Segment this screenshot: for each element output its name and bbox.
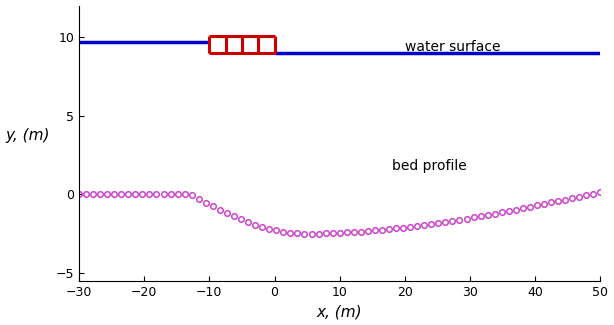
Y-axis label: y, (m): y, (m) — [6, 128, 50, 143]
X-axis label: x, (m): x, (m) — [317, 305, 362, 319]
Text: water surface: water surface — [405, 40, 500, 54]
Text: bed profile: bed profile — [392, 159, 467, 173]
